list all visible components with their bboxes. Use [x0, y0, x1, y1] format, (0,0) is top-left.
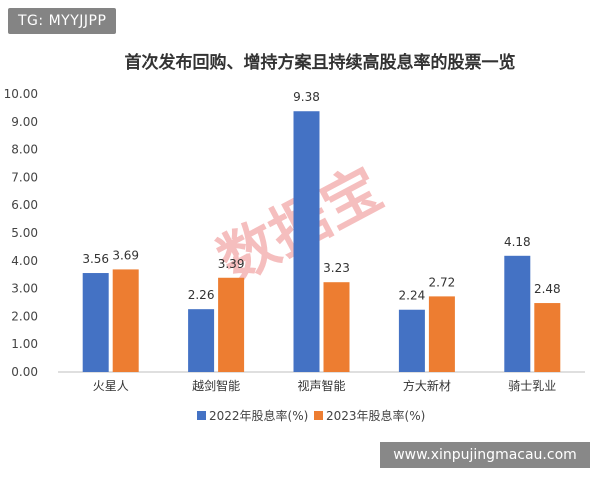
bar	[504, 255, 531, 372]
legend-entry: 2022年股息率(%)	[209, 408, 308, 423]
data-label: 2.48	[534, 282, 561, 296]
bars	[82, 111, 561, 373]
category-label: 方大新材	[403, 378, 451, 393]
y-axis: 0.00 1.00 2.00 3.00 4.00 5.00 6.00 7.00 8.00 9.00…	[4, 87, 585, 379]
bar	[293, 111, 320, 373]
bar	[218, 277, 245, 372]
category-label: 骑士乳业	[508, 379, 556, 393]
data-label: 9.38	[293, 90, 320, 104]
y-tick-label: 0.00	[11, 365, 38, 379]
y-tick-label: 1.00	[11, 337, 38, 351]
data-label: 2.72	[429, 275, 456, 289]
bar	[82, 273, 109, 372]
bar	[323, 282, 350, 372]
data-labels: 3.56 3.69 2.26 3.39 9.38 3.23 2.242.72 4.18 2.48	[82, 90, 560, 302]
legend-entry: 2023年股息率(%)	[326, 408, 425, 423]
bar	[534, 303, 561, 372]
chart-title: 首次发布回购、增持方案且持续高股息率的股票一览	[125, 52, 516, 73]
y-tick-label: 10.00	[4, 87, 38, 101]
y-tick-label: 6.00	[11, 198, 38, 212]
category-label: 视声智能	[297, 378, 345, 393]
category-label: 火星人	[93, 379, 129, 393]
data-label: 2.24	[399, 289, 426, 303]
y-tick-label: 2.00	[11, 309, 38, 323]
data-label: 3.56	[82, 252, 109, 266]
y-tick-label: 9.00	[11, 115, 38, 129]
data-label: 2.26	[188, 288, 215, 302]
y-tick-label: 7.00	[11, 170, 38, 184]
y-tick-label: 3.00	[11, 282, 38, 296]
y-tick-label: 4.00	[11, 254, 38, 268]
data-label: 3.39	[218, 257, 245, 271]
category-label: 越剑智能	[192, 378, 240, 393]
data-label: 4.18	[504, 235, 531, 249]
bar	[428, 296, 455, 372]
legend: 2022年股息率(%) 2023年股息率(%)	[197, 408, 425, 423]
source-tag: TG: MYYJJPP	[8, 8, 117, 34]
bar	[112, 269, 139, 372]
y-tick-label: 8.00	[11, 143, 38, 157]
legend-swatch	[314, 411, 323, 420]
watermark-site: www.xinpujingmacau.com	[380, 442, 590, 468]
data-label: 3.23	[323, 261, 350, 275]
data-label: 3.69	[112, 248, 139, 262]
bar	[188, 309, 215, 372]
y-tick-label: 5.00	[11, 226, 38, 240]
x-axis: 火星人 越剑智能 视声智能 方大新材 骑士乳业	[93, 378, 557, 393]
bar	[398, 309, 425, 372]
legend-swatch	[197, 411, 206, 420]
